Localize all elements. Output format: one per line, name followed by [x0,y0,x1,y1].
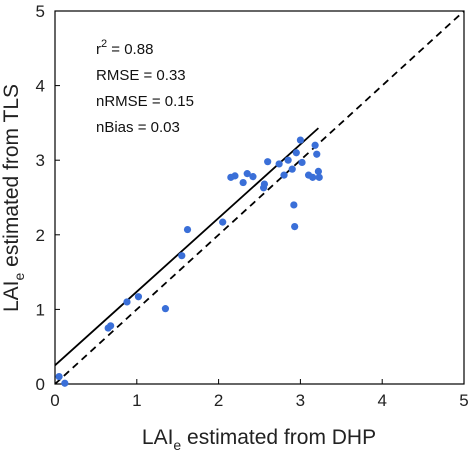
data-point [178,252,186,260]
data-point [290,201,298,209]
data-point [275,160,283,168]
plot-frame [54,10,465,385]
identity-line [54,10,465,385]
x-tick-label: 5 [459,391,468,410]
data-point [249,173,257,181]
data-points [55,136,323,387]
stat-nbias: nBias = 0.03 [96,119,180,136]
y-tick-label: 3 [36,151,45,170]
x-tick-label: 0 [50,391,59,410]
stats-annotation: r2 = 0.88 RMSE = 0.33 nRMSE = 0.15 nBias… [96,38,194,136]
y-axis-label: LAIe estimated from TLS [0,84,27,312]
stat-nrmse: nRMSE = 0.15 [96,93,194,110]
data-point [61,379,69,387]
data-point [134,293,143,301]
x-tick-label: 4 [377,391,386,410]
x-tick-label: 1 [132,391,141,410]
data-point [260,180,269,188]
data-point [315,173,323,181]
x-tick-label: 2 [214,391,223,410]
data-point [219,218,227,226]
data-point [284,156,292,164]
y-tick-label: 1 [36,300,45,319]
data-point [239,178,247,187]
data-point [280,171,288,179]
data-point [183,225,192,234]
y-tick-label: 0 [36,375,45,394]
stat-r2: r2 = 0.88 [96,38,153,58]
data-point [313,150,321,158]
fit-line [54,127,319,367]
data-point [309,173,317,181]
data-point [296,136,304,144]
data-point [243,170,251,178]
x-axis-label: LAIe estimated from DHP [142,426,376,453]
data-point [161,305,170,313]
y-tick-label: 5 [36,2,45,21]
data-point [55,372,63,381]
data-point [107,322,115,330]
y-tick-label: 4 [36,77,45,96]
data-point [291,222,299,231]
data-point [288,165,296,173]
data-point [292,149,300,157]
data-point [231,172,239,180]
data-point [311,141,319,149]
x-tick-label: 3 [296,391,305,410]
axis-ticks: 0 1 2 3 4 5 0 1 2 3 4 5 [36,2,469,410]
data-point [298,158,306,167]
stat-rmse: RMSE = 0.33 [96,67,186,84]
y-tick-label: 2 [36,226,45,245]
data-point [123,298,131,306]
data-point [264,158,272,166]
data-point [314,167,322,175]
